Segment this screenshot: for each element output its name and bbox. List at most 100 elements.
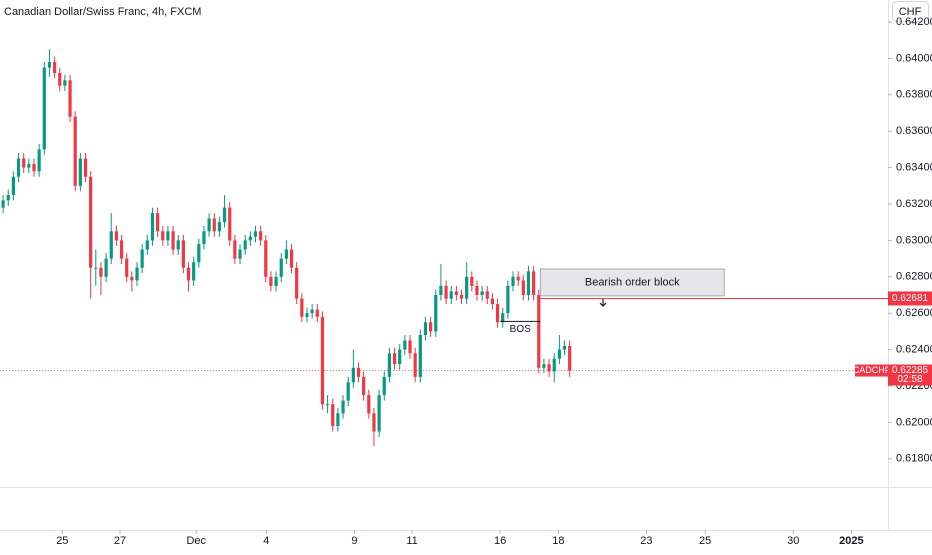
candle-body — [58, 72, 62, 86]
candle-body — [274, 276, 278, 286]
candle-body — [557, 349, 561, 359]
candle-body — [99, 267, 103, 277]
candle-body — [377, 395, 381, 432]
candle-body — [238, 249, 242, 259]
candle-body — [279, 258, 283, 277]
candle-body — [439, 285, 443, 296]
candle-body — [346, 382, 350, 401]
candle-body — [104, 258, 108, 277]
candle-body — [521, 280, 525, 296]
candle-body — [429, 322, 433, 332]
candle-body — [248, 236, 252, 241]
order-block — [539, 268, 725, 297]
candle-body — [125, 258, 129, 277]
candle-body — [243, 240, 247, 250]
candle-body — [434, 295, 438, 332]
countdown-label: 02:58 — [897, 374, 922, 385]
candle-body — [408, 340, 412, 354]
candle-body — [192, 262, 196, 281]
order-block-label: Bearish order block — [585, 276, 680, 288]
candle-body — [300, 298, 304, 317]
candle-body — [253, 231, 258, 237]
candle-body — [42, 67, 46, 150]
candle-body — [465, 276, 469, 299]
y-tick-label: 0.62400 — [896, 344, 932, 356]
candle-body — [475, 285, 479, 296]
candle-body — [398, 349, 402, 365]
candle-body — [392, 353, 397, 365]
candle-body — [532, 271, 536, 296]
candle-body — [197, 244, 201, 263]
y-tick-label: 0.62800 — [896, 271, 932, 283]
y-tick-label: 0.62600 — [896, 307, 932, 319]
candle-body — [11, 176, 15, 195]
x-tick-label: 18 — [552, 535, 564, 547]
x-tick-label: 25 — [699, 535, 711, 547]
candle-body — [228, 207, 232, 241]
candle-body — [501, 313, 505, 323]
candle-body — [449, 291, 453, 299]
level-label-box — [888, 291, 932, 306]
candle-body — [562, 345, 567, 350]
candle-body — [114, 231, 119, 241]
candle-body — [63, 80, 67, 86]
candle-body — [140, 249, 144, 268]
last-price-box — [888, 364, 932, 386]
candle-body — [47, 62, 52, 68]
symbol-label: CADCHF — [853, 365, 891, 375]
candle-body — [217, 222, 222, 232]
y-tick-label: 0.63200 — [896, 198, 932, 210]
y-tick-label: 0.63000 — [896, 234, 932, 246]
candle-body — [150, 213, 155, 241]
x-tick-label: Dec — [186, 535, 206, 547]
candle-body — [269, 276, 273, 286]
candle-body — [547, 364, 551, 372]
candle-body — [325, 404, 330, 406]
candle-body — [367, 395, 371, 414]
candle-body — [181, 240, 185, 268]
candle-body — [444, 285, 448, 299]
candle-body — [310, 309, 314, 314]
candle-body — [418, 335, 422, 377]
candle-body — [37, 149, 41, 172]
candle-body — [403, 340, 407, 350]
candle-body — [52, 62, 57, 73]
candle-body — [320, 316, 325, 405]
down-arrow — [599, 299, 607, 307]
candle-body — [372, 413, 376, 432]
candle-body — [336, 413, 340, 427]
candle-body — [130, 276, 134, 281]
candle-body — [552, 358, 556, 372]
candle-body — [27, 163, 31, 168]
candle-body — [362, 376, 366, 396]
candle-body — [264, 240, 268, 277]
candle-body — [423, 322, 428, 336]
x-tick-label: 25 — [56, 535, 68, 547]
candle-body — [331, 404, 335, 427]
x-tick-label: 16 — [494, 535, 506, 547]
x-tick-label: 23 — [640, 535, 652, 547]
currency-button[interactable] — [892, 1, 929, 22]
candle-body — [289, 249, 294, 268]
currency-button-label[interactable]: CHF — [899, 6, 922, 18]
y-tick-label: 0.62000 — [896, 416, 932, 428]
candle-body — [73, 116, 77, 186]
candle-body — [207, 218, 211, 232]
x-tick-label: 2025 — [839, 535, 863, 547]
y-tick-label: 0.61800 — [896, 453, 932, 465]
last-price-label: 0.62285 — [892, 365, 929, 376]
candle-body — [22, 158, 26, 168]
candle-body — [284, 249, 288, 259]
x-tick-label: 9 — [351, 535, 357, 547]
y-tick-label: 0.63400 — [896, 162, 932, 174]
candle-body — [315, 309, 319, 317]
candle-body — [506, 285, 510, 314]
candle-body — [212, 218, 216, 232]
candle-body — [459, 295, 464, 299]
candle-body — [186, 267, 191, 281]
candle-body — [68, 80, 72, 117]
candle-body — [470, 276, 474, 286]
candle-body — [382, 376, 386, 396]
